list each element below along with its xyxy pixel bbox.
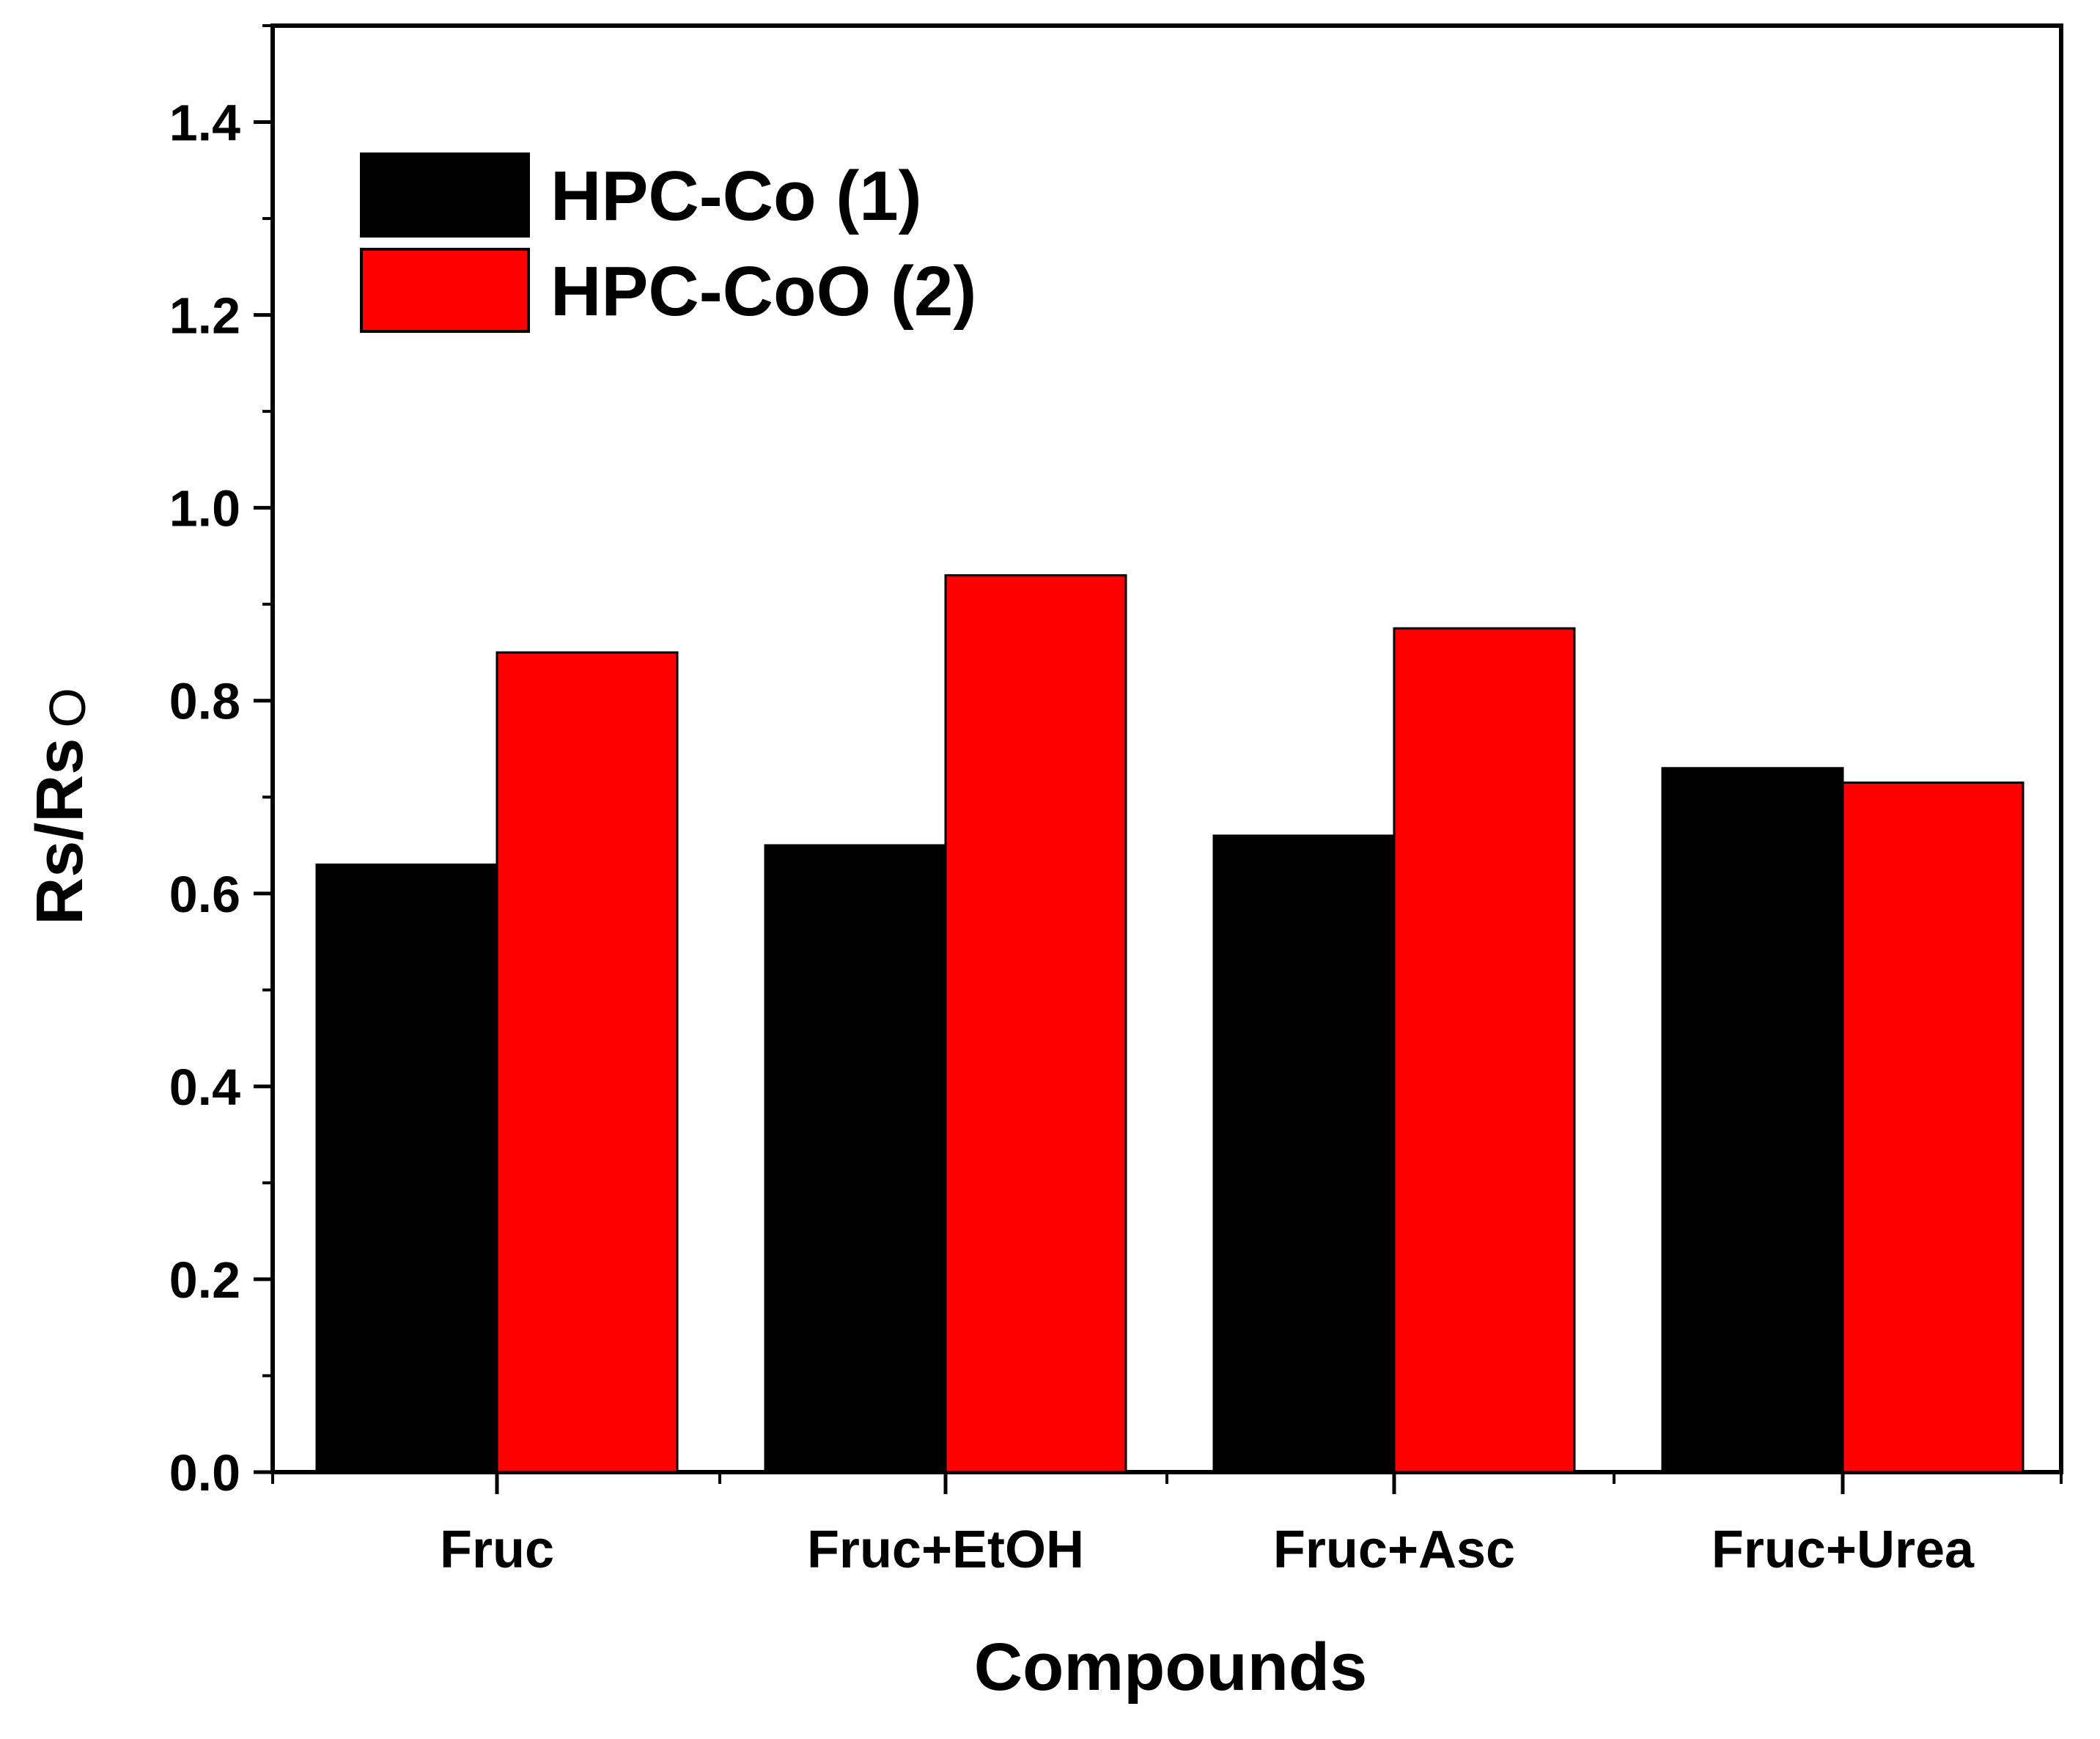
x-tick-label: Fruc+Urea <box>1712 1521 1975 1579</box>
bar-hpc-co-fruc <box>315 863 498 1474</box>
bar-hpc-coo-fruc <box>495 651 679 1474</box>
bar-hpc-co-fruc-etoh <box>764 844 947 1474</box>
bar-hpc-co-fruc-asc <box>1212 834 1396 1474</box>
x-tick-label: Fruc <box>440 1521 554 1579</box>
legend: HPC-Co (1) HPC-CoO (2) <box>360 152 976 333</box>
legend-swatch-hpc-co <box>360 152 530 238</box>
bars-group <box>315 574 2025 1474</box>
y-axis-title-main: Rs/Rs <box>23 738 97 925</box>
legend-swatch-hpc-coo <box>360 248 530 333</box>
legend-label-hpc-co: HPC-Co (1) <box>550 157 922 235</box>
x-tick-label: Fruc+Asc <box>1273 1521 1515 1579</box>
bar-hpc-co-fruc-urea <box>1661 767 1844 1474</box>
y-axis-title: Rs/Rs O <box>23 688 97 925</box>
y-tick-label: 1.0 <box>169 480 240 537</box>
x-axis-title: Compounds <box>974 1630 1368 1705</box>
y-tick-label: 0.8 <box>169 673 240 730</box>
y-tick-label: 1.4 <box>169 95 240 152</box>
y-axis-title-subscript: O <box>39 688 96 727</box>
bar-hpc-coo-fruc-asc <box>1393 627 1576 1474</box>
y-tick-label: 0.6 <box>169 866 240 923</box>
y-axis-title-group: Rs/Rs O <box>23 688 97 925</box>
y-tick-label: 1.2 <box>169 287 240 345</box>
legend-label-hpc-coo: HPC-CoO (2) <box>550 252 976 331</box>
bar-hpc-coo-fruc-etoh <box>944 574 1127 1474</box>
bar-hpc-coo-fruc-urea <box>1841 782 2025 1474</box>
y-tick-label: 0.4 <box>169 1059 240 1116</box>
y-tick-label: 0.2 <box>169 1251 240 1309</box>
axes-group: 0.0 0.2 0.4 0.6 0.8 1.0 1.2 1.4 Fruc Fruc+EtOH Fru… <box>169 24 2063 1579</box>
x-tick-label: Fruc+EtOH <box>807 1521 1084 1579</box>
y-tick-label: 0.0 <box>169 1444 240 1501</box>
